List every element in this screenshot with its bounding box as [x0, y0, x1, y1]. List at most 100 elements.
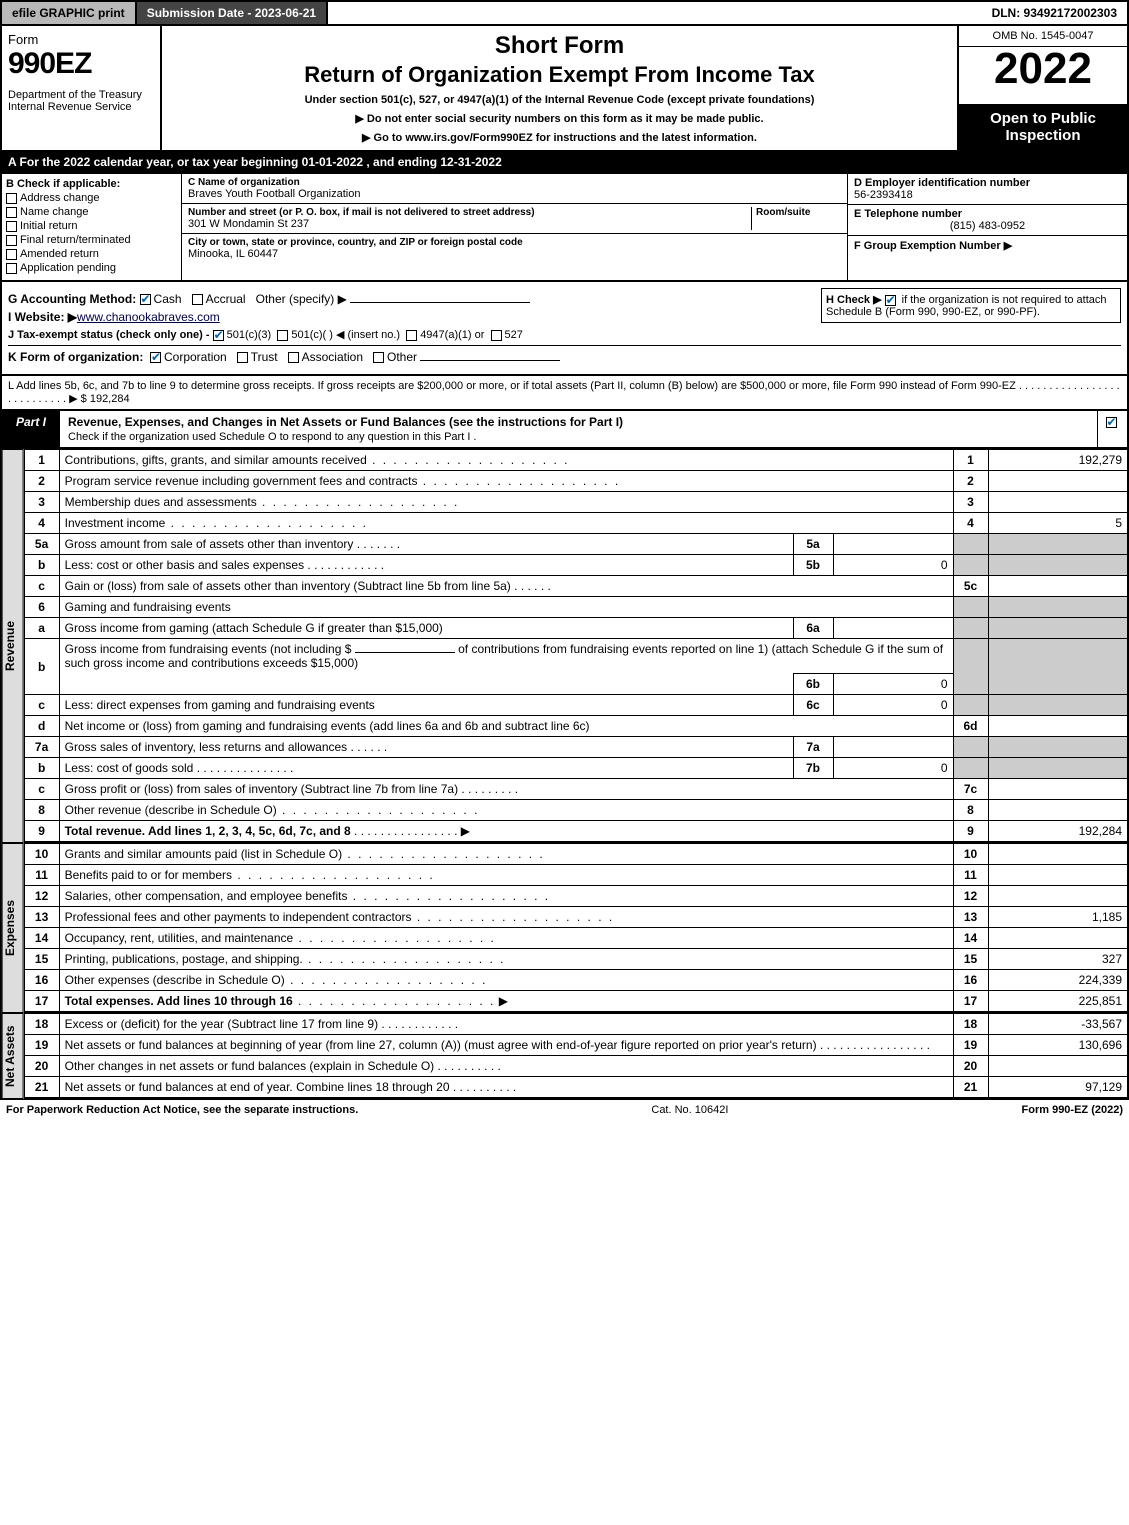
- table-row: 3Membership dues and assessments3: [24, 492, 1128, 513]
- city-cell: City or town, state or province, country…: [182, 234, 847, 263]
- block-g-to-k: H Check ▶ if the organization is not req…: [0, 282, 1129, 376]
- chk-final-return[interactable]: Final return/terminated: [6, 234, 177, 246]
- chk-association[interactable]: [288, 352, 299, 363]
- org-city: Minooka, IL 60447: [188, 248, 841, 260]
- subtitle-ssn: ▶ Do not enter social security numbers o…: [172, 112, 947, 125]
- table-row: 10Grants and similar amounts paid (list …: [24, 844, 1128, 865]
- chk-527[interactable]: [491, 330, 502, 341]
- ein-label: D Employer identification number: [854, 177, 1121, 189]
- chk-cash[interactable]: [140, 294, 151, 305]
- table-row: cGross profit or (loss) from sales of in…: [24, 779, 1128, 800]
- header-center: Short Form Return of Organization Exempt…: [162, 26, 957, 150]
- chk-name-change[interactable]: Name change: [6, 206, 177, 218]
- table-row: 1Contributions, gifts, grants, and simil…: [24, 450, 1128, 471]
- section-h: H Check ▶ if the organization is not req…: [821, 288, 1121, 323]
- revenue-label: Revenue: [2, 449, 24, 843]
- table-row: 20Other changes in net assets or fund ba…: [24, 1056, 1128, 1077]
- chk-4947[interactable]: [406, 330, 417, 341]
- submission-date-button[interactable]: Submission Date - 2023-06-21: [137, 2, 328, 24]
- footer-left: For Paperwork Reduction Act Notice, see …: [6, 1104, 358, 1116]
- table-row: 11Benefits paid to or for members11: [24, 865, 1128, 886]
- title-short-form: Short Form: [172, 32, 947, 60]
- table-row: bLess: cost of goods sold . . . . . . . …: [24, 758, 1128, 779]
- phone-label: E Telephone number: [854, 208, 1121, 220]
- group-exemption-cell: F Group Exemption Number ▶: [848, 236, 1127, 255]
- table-row: 19Net assets or fund balances at beginni…: [24, 1035, 1128, 1056]
- table-row: 4Investment income45: [24, 513, 1128, 534]
- line-l: L Add lines 5b, 6c, and 7b to line 9 to …: [0, 376, 1129, 411]
- department-label: Department of the Treasury Internal Reve…: [8, 89, 154, 113]
- city-label: City or town, state or province, country…: [188, 237, 841, 248]
- table-row: 12Salaries, other compensation, and empl…: [24, 886, 1128, 907]
- ein-cell: D Employer identification number 56-2393…: [848, 174, 1127, 205]
- chk-trust[interactable]: [237, 352, 248, 363]
- table-row: 8Other revenue (describe in Schedule O)8: [24, 800, 1128, 821]
- table-row: aGross income from gaming (attach Schedu…: [24, 618, 1128, 639]
- tax-year: 2022: [959, 47, 1127, 91]
- netassets-table: 18Excess or (deficit) for the year (Subt…: [24, 1013, 1129, 1099]
- table-row: 7aGross sales of inventory, less returns…: [24, 737, 1128, 758]
- efile-print-button[interactable]: efile GRAPHIC print: [2, 2, 137, 24]
- chk-address-change[interactable]: Address change: [6, 192, 177, 204]
- expenses-section: Expenses 10Grants and similar amounts pa…: [0, 843, 1129, 1013]
- top-bar: efile GRAPHIC print Submission Date - 20…: [0, 0, 1129, 26]
- subtitle-section: Under section 501(c), 527, or 4947(a)(1)…: [172, 94, 947, 106]
- part1-header: Part I Revenue, Expenses, and Changes in…: [0, 411, 1129, 449]
- page-footer: For Paperwork Reduction Act Notice, see …: [0, 1099, 1129, 1120]
- part1-title: Revenue, Expenses, and Changes in Net As…: [60, 411, 1097, 447]
- table-row: 15Printing, publications, postage, and s…: [24, 949, 1128, 970]
- line-j: J Tax-exempt status (check only one) - 5…: [8, 328, 1121, 341]
- header-right: OMB No. 1545-0047 2022 Open to Public In…: [957, 26, 1127, 150]
- table-row: bGross income from fundraising events (n…: [24, 639, 1128, 674]
- section-def: D Employer identification number 56-2393…: [847, 174, 1127, 280]
- table-row: 9Total revenue. Add lines 1, 2, 3, 4, 5c…: [24, 821, 1128, 843]
- expenses-label: Expenses: [2, 843, 24, 1013]
- addr-label: Number and street (or P. O. box, if mail…: [188, 207, 751, 218]
- chk-amended-return[interactable]: Amended return: [6, 248, 177, 260]
- table-row: 14Occupancy, rent, utilities, and mainte…: [24, 928, 1128, 949]
- footer-right: Form 990-EZ (2022): [1022, 1104, 1123, 1116]
- website-link[interactable]: www.chanookabraves.com: [77, 310, 220, 324]
- table-row: 21Net assets or fund balances at end of …: [24, 1077, 1128, 1099]
- table-row: 5aGross amount from sale of assets other…: [24, 534, 1128, 555]
- chk-other-org[interactable]: [373, 352, 384, 363]
- section-b: B Check if applicable: Address change Na…: [2, 174, 182, 280]
- part1-checkbox[interactable]: [1097, 411, 1127, 447]
- line-k: K Form of organization: Corporation Trus…: [8, 345, 1121, 364]
- table-row: 2Program service revenue including gover…: [24, 471, 1128, 492]
- chk-application-pending[interactable]: Application pending: [6, 262, 177, 274]
- revenue-section: Revenue 1Contributions, gifts, grants, a…: [0, 449, 1129, 843]
- org-name: Braves Youth Football Organization: [188, 188, 841, 200]
- chk-h[interactable]: [885, 295, 896, 306]
- row-a-tax-year: A For the 2022 calendar year, or tax yea…: [0, 152, 1129, 174]
- address-cell: Number and street (or P. O. box, if mail…: [182, 204, 847, 234]
- org-address: 301 W Mondamin St 237: [188, 218, 751, 230]
- header-left: Form 990EZ Department of the Treasury In…: [2, 26, 162, 150]
- form-number: 990EZ: [8, 47, 154, 81]
- section-c: C Name of organization Braves Youth Foot…: [182, 174, 847, 280]
- room-label: Room/suite: [756, 207, 841, 218]
- table-row: bLess: cost or other basis and sales exp…: [24, 555, 1128, 576]
- footer-mid: Cat. No. 10642I: [651, 1104, 728, 1116]
- subtitle-goto: ▶ Go to www.irs.gov/Form990EZ for instru…: [172, 131, 947, 144]
- org-name-cell: C Name of organization Braves Youth Foot…: [182, 174, 847, 204]
- table-row: 16Other expenses (describe in Schedule O…: [24, 970, 1128, 991]
- form-word: Form: [8, 32, 154, 47]
- form-header: Form 990EZ Department of the Treasury In…: [0, 26, 1129, 152]
- chk-corporation[interactable]: [150, 352, 161, 363]
- gross-receipts-amount: 192,284: [90, 393, 130, 405]
- chk-initial-return[interactable]: Initial return: [6, 220, 177, 232]
- title-return: Return of Organization Exempt From Incom…: [172, 62, 947, 88]
- open-to-public: Open to Public Inspection: [959, 104, 1127, 150]
- phone-cell: E Telephone number (815) 483-0952: [848, 205, 1127, 236]
- table-row: 17Total expenses. Add lines 10 through 1…: [24, 991, 1128, 1013]
- chk-501c[interactable]: [277, 330, 288, 341]
- table-row: dNet income or (loss) from gaming and fu…: [24, 716, 1128, 737]
- chk-accrual[interactable]: [192, 294, 203, 305]
- dln-label: DLN: 93492172002303: [982, 2, 1127, 24]
- block-b-to-f: B Check if applicable: Address change Na…: [0, 174, 1129, 282]
- chk-501c3[interactable]: [213, 330, 224, 341]
- phone-value: (815) 483-0952: [854, 220, 1121, 232]
- netassets-section: Net Assets 18Excess or (deficit) for the…: [0, 1013, 1129, 1099]
- table-row: cLess: direct expenses from gaming and f…: [24, 695, 1128, 716]
